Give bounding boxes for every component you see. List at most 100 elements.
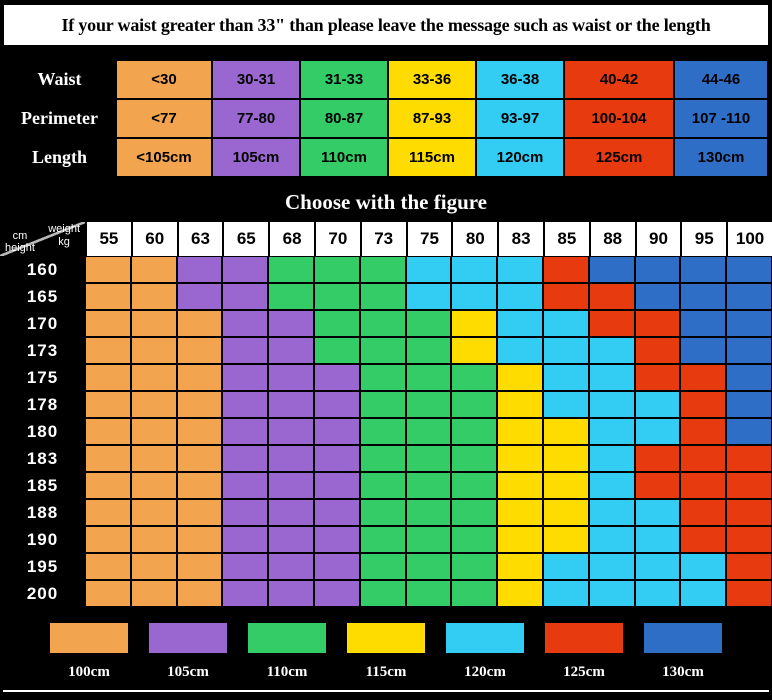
grid-cell <box>405 283 452 310</box>
height-label: 175 <box>26 367 59 387</box>
grid-cell <box>405 256 452 283</box>
grid-cell <box>634 337 681 364</box>
grid-cell <box>176 553 223 580</box>
grid-cell <box>497 580 543 607</box>
grid-cell <box>451 337 498 364</box>
height-word: height <box>5 242 35 255</box>
size-table-cell: 77-80 <box>211 98 301 139</box>
grid-cell <box>680 283 727 310</box>
grid-cell <box>130 418 177 445</box>
corner-height-label: cm height <box>5 230 35 255</box>
grid-cell <box>497 256 543 283</box>
grid-cell <box>680 310 727 337</box>
height-weight-grid: weight kg cm height 55 60 63 65 68 70 73 75 80 83… <box>0 222 772 607</box>
grid-cell <box>268 364 314 391</box>
legend-item: 100cm <box>50 623 128 681</box>
grid-cell <box>130 526 177 553</box>
size-table: Waist <30 30-31 31-33 33-36 36-38 40-42 44-46 Pe… <box>4 59 769 178</box>
grid-cell <box>313 364 360 391</box>
grid-cell <box>313 337 360 364</box>
grid-cell <box>130 472 177 499</box>
grid-cell <box>680 526 727 553</box>
size-table-cell: 93-97 <box>475 98 565 139</box>
grid-cell <box>130 580 177 607</box>
grid-cell <box>634 580 681 607</box>
weight-header-cell: 83 <box>497 222 543 256</box>
grid-cell <box>268 283 314 310</box>
grid-cell <box>726 526 772 553</box>
legend-color-swatch <box>50 623 128 653</box>
grid-cell <box>497 310 543 337</box>
grid-cell <box>176 445 223 472</box>
grid-cell <box>542 283 589 310</box>
size-table-row: Waist <30 30-31 31-33 33-36 36-38 40-42 44-46 <box>4 59 769 100</box>
grid-cell <box>222 283 269 310</box>
grid-cell <box>634 283 681 310</box>
height-label: 160 <box>26 259 59 279</box>
grid-cell <box>726 445 772 472</box>
grid-cell <box>405 499 452 526</box>
grid-cell <box>130 310 177 337</box>
grid-cell <box>680 391 727 418</box>
grid-cell <box>222 499 269 526</box>
legend-color-swatch <box>446 623 524 653</box>
grid-cell <box>542 499 589 526</box>
weight-header-cell: 100 <box>726 222 772 256</box>
grid-cell <box>680 364 727 391</box>
grid-cell <box>451 256 498 283</box>
size-table-cell: 36-38 <box>475 59 565 100</box>
grid-cell <box>85 472 131 499</box>
legend-color-swatch <box>644 623 722 653</box>
grid-cell <box>222 391 269 418</box>
grid-cell <box>313 472 360 499</box>
grid-cell <box>222 445 269 472</box>
grid-cell <box>542 256 589 283</box>
grid-row: 180 <box>0 418 772 445</box>
size-table-cell: 44-46 <box>673 59 769 100</box>
grid-cell <box>726 310 772 337</box>
grid-cell <box>588 391 635 418</box>
grid-cell <box>634 499 681 526</box>
size-table-cell: 31-33 <box>299 59 389 100</box>
legend-label: 100cm <box>68 664 110 680</box>
grid-cell <box>497 553 543 580</box>
grid-cell <box>542 310 589 337</box>
weight-header-cell: 70 <box>313 222 360 256</box>
figure-title: Choose with the figure <box>284 190 488 214</box>
grid-cell <box>497 364 543 391</box>
grid-cell <box>359 337 406 364</box>
weight-header-cell: 90 <box>634 222 681 256</box>
cm-word: cm <box>12 229 28 242</box>
grid-cell <box>176 337 223 364</box>
grid-row: 178 <box>0 391 772 418</box>
weight-header-cell: 68 <box>268 222 314 256</box>
grid-cell <box>680 580 727 607</box>
legend-label: 120cm <box>464 664 506 680</box>
grid-cell <box>634 391 681 418</box>
grid-cell <box>634 364 681 391</box>
grid-cell <box>130 445 177 472</box>
legend: 100cm 105cm 110cm 115cm 120cm 125cm 130cm <box>0 623 772 681</box>
grid-cell <box>359 445 406 472</box>
grid-cell <box>542 337 589 364</box>
grid-cell <box>359 256 406 283</box>
grid-cell <box>268 445 314 472</box>
grid-cell <box>542 391 589 418</box>
grid-cell <box>405 418 452 445</box>
grid-cell <box>176 256 223 283</box>
grid-cell <box>313 283 360 310</box>
height-label: 170 <box>26 313 59 333</box>
grid-cell <box>85 337 131 364</box>
grid-cell <box>313 580 360 607</box>
grid-cell <box>634 553 681 580</box>
grid-cell <box>451 364 498 391</box>
grid-cell <box>497 445 543 472</box>
grid-cell <box>497 526 543 553</box>
grid-cell <box>313 526 360 553</box>
grid-cell <box>268 472 314 499</box>
grid-cell <box>313 553 360 580</box>
size-table-cell: 105cm <box>211 137 301 178</box>
grid-cell <box>222 472 269 499</box>
grid-cell <box>268 391 314 418</box>
grid-cell <box>542 472 589 499</box>
